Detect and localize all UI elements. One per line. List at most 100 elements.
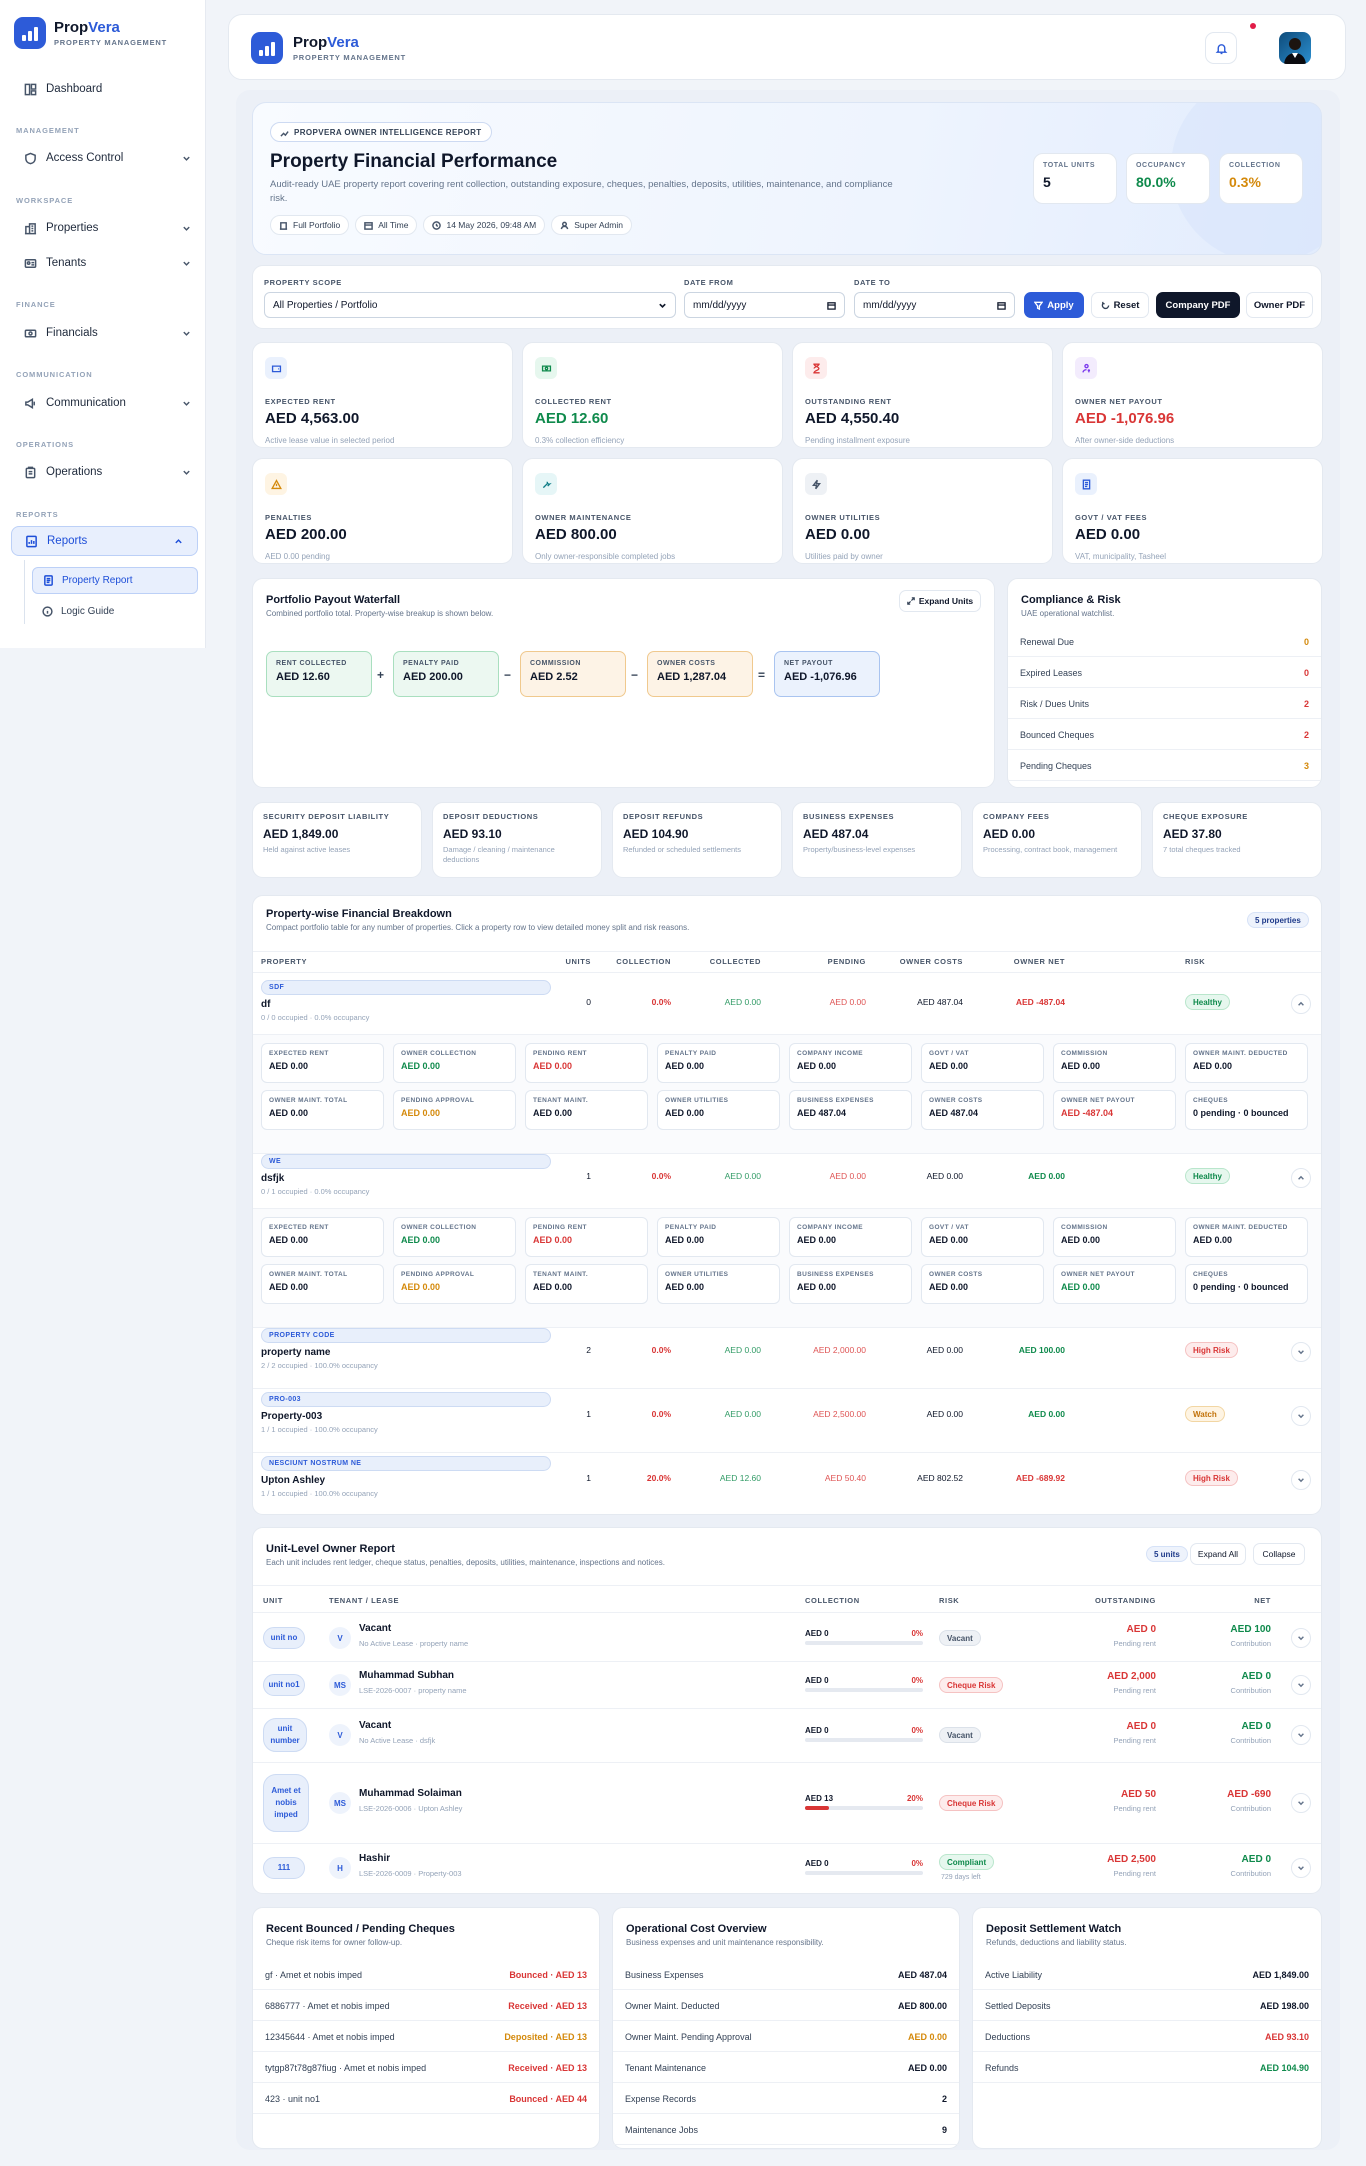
compliance-label: Renewal Due bbox=[1020, 637, 1075, 647]
cell-collected: AED 0.00 bbox=[724, 1345, 761, 1355]
risk-badge: Vacant bbox=[939, 1727, 981, 1743]
column-header: NET bbox=[1254, 1596, 1271, 1605]
sidebar-subitem-label: Logic Guide bbox=[61, 606, 115, 617]
sidebar-item-label: Dashboard bbox=[46, 83, 103, 95]
tenant-name[interactable]: Muhammad Solaiman bbox=[359, 1788, 462, 1799]
unit-pill[interactable]: 111 bbox=[263, 1857, 305, 1879]
chip-scope: Full Portfolio bbox=[270, 215, 350, 235]
detail-metric: TENANT MAINT. AED 0.00 bbox=[525, 1264, 648, 1304]
expand-row-button[interactable] bbox=[1291, 1470, 1311, 1490]
metric-value: AED 0.00 bbox=[533, 1282, 573, 1292]
brand[interactable]: PropVera PROPERTY MANAGEMENT bbox=[0, 0, 205, 49]
unit-pill[interactable]: Amet et nobis imped bbox=[263, 1774, 309, 1832]
unit-pill[interactable]: unit no1 bbox=[263, 1674, 305, 1696]
deposit-value: AED 1,849.00 bbox=[1252, 1970, 1309, 1980]
sidebar-item-reports[interactable]: Reports bbox=[11, 526, 198, 556]
unit-pill[interactable]: unit number bbox=[263, 1718, 307, 1752]
expand-unit-button[interactable] bbox=[1291, 1725, 1311, 1745]
property-name[interactable]: dsfjk bbox=[261, 1173, 285, 1184]
expand-units-button[interactable]: Expand Units bbox=[899, 590, 981, 612]
kpi-value: AED 0.00 bbox=[805, 526, 871, 543]
date-from-input[interactable]: mm/dd/yyyy bbox=[684, 292, 845, 318]
reset-button[interactable]: Reset bbox=[1091, 292, 1149, 318]
expand-unit-button[interactable] bbox=[1291, 1675, 1311, 1695]
tenant-name[interactable]: Vacant bbox=[359, 1623, 392, 1634]
compliance-label: Pending Cheques bbox=[1020, 761, 1092, 771]
detail-metric: PENALTY PAID AED 0.00 bbox=[657, 1043, 780, 1083]
sidebar-item-access-control[interactable]: Access Control bbox=[0, 143, 205, 173]
logo-icon bbox=[251, 32, 283, 64]
step-value: AED 1,287.04 bbox=[657, 671, 727, 683]
expand-unit-button[interactable] bbox=[1291, 1793, 1311, 1813]
sidebar-item-communication[interactable]: Communication bbox=[0, 388, 205, 418]
avatar[interactable] bbox=[1279, 32, 1311, 64]
expand-unit-button[interactable] bbox=[1291, 1858, 1311, 1878]
expand-row-button[interactable] bbox=[1291, 1342, 1311, 1362]
compliance-title: Compliance & Risk bbox=[1021, 594, 1121, 606]
tenant-name[interactable]: Vacant bbox=[359, 1720, 392, 1731]
sidebar-item-dashboard[interactable]: Dashboard bbox=[0, 74, 205, 104]
report-icon bbox=[26, 535, 37, 547]
deposit-row: Active Liability AED 1,849.00 bbox=[985, 1970, 1309, 1980]
notification-dot bbox=[1250, 23, 1256, 29]
notifications-button[interactable] bbox=[1205, 32, 1237, 64]
sidebar-subitem-property-report[interactable]: Property Report bbox=[32, 567, 198, 594]
column-header: TENANT / LEASE bbox=[329, 1596, 400, 1605]
date-to-input[interactable]: mm/dd/yyyy bbox=[854, 292, 1015, 318]
units-title: Unit-Level Owner Report bbox=[266, 1543, 395, 1555]
property-name[interactable]: property name bbox=[261, 1347, 331, 1358]
sidebar-subitem-logic-guide[interactable]: Logic Guide bbox=[32, 598, 198, 625]
topbar-brand[interactable]: PropVera PROPERTY MANAGEMENT bbox=[251, 32, 406, 64]
cheques-title: Recent Bounced / Pending Cheques bbox=[266, 1923, 455, 1935]
filter-icon bbox=[1034, 301, 1044, 310]
row-divider bbox=[253, 1989, 599, 1990]
compliance-row: Renewal Due 0 bbox=[1020, 637, 1309, 647]
waterfall-step: COMMISSION AED 2.52 bbox=[520, 651, 626, 697]
property-scope-select[interactable]: All Properties / Portfolio bbox=[264, 292, 676, 318]
summary-card: DEPOSIT REFUNDS AED 104.90 Refunded or sch… bbox=[612, 802, 782, 878]
unit-pill[interactable]: unit no bbox=[263, 1627, 305, 1649]
kpi-title: OWNER NET PAYOUT bbox=[1075, 397, 1163, 406]
apply-button[interactable]: Apply bbox=[1024, 292, 1084, 318]
collapse-button[interactable]: Collapse bbox=[1253, 1543, 1305, 1565]
opcost-row: Maintenance Jobs 9 bbox=[625, 2125, 947, 2135]
property-name[interactable]: Property-003 bbox=[261, 1411, 323, 1422]
wallet-icon bbox=[265, 357, 287, 379]
lease-info: No Active Lease · property name bbox=[359, 1639, 469, 1648]
kpi-subtext: Active lease value in selected period bbox=[265, 436, 395, 445]
outstanding-label: Pending rent bbox=[1113, 1639, 1156, 1648]
owner-pdf-button[interactable]: Owner PDF bbox=[1246, 292, 1313, 318]
opcost-title: Operational Cost Overview bbox=[626, 1923, 767, 1935]
collapse-row-button[interactable] bbox=[1291, 994, 1311, 1014]
expand-row-button[interactable] bbox=[1291, 1406, 1311, 1426]
brand-subtitle: PROPERTY MANAGEMENT bbox=[293, 53, 406, 62]
bolt-icon bbox=[805, 473, 827, 495]
shield-icon bbox=[25, 152, 36, 164]
collapse-row-button[interactable] bbox=[1291, 1168, 1311, 1188]
tenant-name[interactable]: Muhammad Subhan bbox=[359, 1670, 455, 1681]
tenant-name[interactable]: Hashir bbox=[359, 1853, 391, 1864]
deposit-value: AED 198.00 bbox=[1259, 2001, 1309, 2011]
detail-metric: OWNER COLLECTION AED 0.00 bbox=[393, 1217, 516, 1257]
refresh-icon bbox=[1101, 301, 1109, 309]
property-name[interactable]: Upton Ashley bbox=[261, 1475, 326, 1486]
compliance-value: 2 bbox=[1303, 730, 1309, 740]
sidebar-item-financials[interactable]: Financials bbox=[0, 318, 205, 348]
sidebar-item-tenants[interactable]: Tenants bbox=[0, 248, 205, 278]
metric-label: OWNER MAINT. TOTAL bbox=[269, 1097, 348, 1104]
metric-value: AED 0.00 bbox=[533, 1061, 573, 1071]
company-pdf-button[interactable]: Company PDF bbox=[1156, 292, 1240, 318]
sidebar-item-operations[interactable]: Operations bbox=[0, 457, 205, 487]
header-divider bbox=[253, 1612, 1321, 1613]
expand-unit-button[interactable] bbox=[1291, 1628, 1311, 1648]
kpi-card: GOVT / VAT FEES AED 0.00 VAT, municipality… bbox=[1062, 458, 1323, 564]
property-name[interactable]: df bbox=[261, 999, 271, 1010]
metric-value: AED 0.00 bbox=[401, 1235, 441, 1245]
cheques-row: gf · Amet et nobis imped Bounced · AED 13 bbox=[265, 1970, 587, 1980]
metric-label: GOVT / VAT bbox=[929, 1050, 969, 1057]
sidebar-item-properties[interactable]: Properties bbox=[0, 213, 205, 243]
compliance-value: 0 bbox=[1303, 668, 1309, 678]
sidebar-item-label: Communication bbox=[46, 397, 126, 409]
expand-all-button[interactable]: Expand All bbox=[1190, 1543, 1246, 1565]
compliance-label: Bounced Cheques bbox=[1020, 730, 1095, 740]
